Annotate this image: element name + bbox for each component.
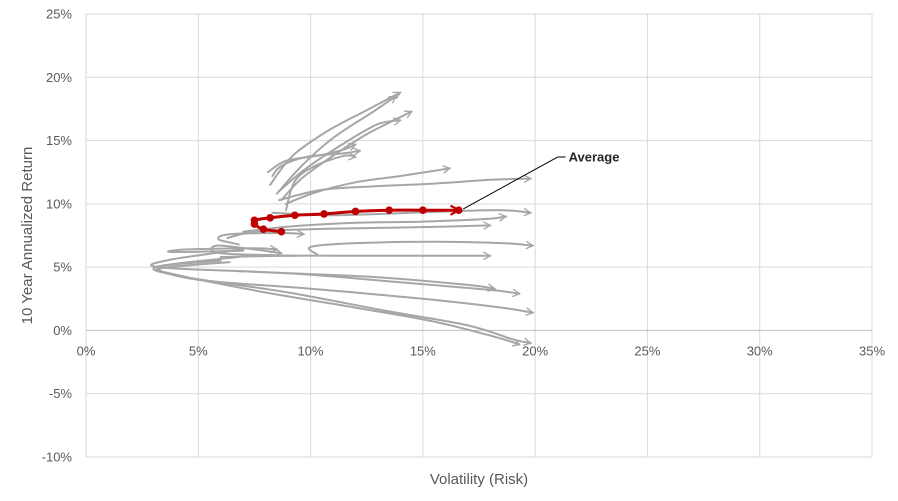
- grid: [85, 13, 873, 458]
- average-point: [250, 216, 259, 225]
- y-tick-label: 20%: [46, 70, 72, 85]
- y-tick-label: 5%: [53, 260, 72, 275]
- y-tick-label: -5%: [49, 386, 73, 401]
- series-line-21: [152, 256, 533, 347]
- average-point: [419, 206, 427, 214]
- tick-labels: 0% 5% 10% 15% 20% 25% 30% 35% -10% -5% 0% 5% 10% 15% 2…: [42, 7, 886, 465]
- x-tick-label: 0%: [77, 343, 96, 358]
- average-point: [259, 225, 268, 233]
- series-group: [150, 91, 535, 347]
- y-tick-label: 15%: [46, 133, 72, 148]
- average-point: [266, 213, 274, 222]
- series-line-1: [278, 117, 402, 193]
- series-line-17: [219, 251, 492, 261]
- series-line-12: [226, 221, 492, 239]
- average-point: [291, 211, 299, 220]
- average-point: [454, 206, 463, 214]
- y-axis-title: 10 Year Annualized Return: [19, 147, 36, 325]
- x-tick-label: 25%: [634, 343, 660, 358]
- x-tick-label: 35%: [859, 343, 885, 358]
- series-line-15: [210, 244, 299, 257]
- y-tick-label: 25%: [46, 7, 72, 22]
- x-tick-label: 10%: [298, 343, 324, 358]
- series-line-14: [307, 240, 535, 256]
- average-series: [250, 206, 463, 236]
- x-tick-label: 30%: [747, 343, 773, 358]
- x-tick-label: 15%: [410, 343, 436, 358]
- y-tick-label: -10%: [42, 450, 73, 465]
- annotation-label: Average: [569, 150, 620, 165]
- series-line-6: [284, 152, 357, 212]
- series-line-7: [266, 142, 357, 174]
- series-line-11: [242, 212, 508, 233]
- series-line-22: [155, 261, 521, 347]
- series-line-4: [280, 110, 413, 202]
- average-annotation: Average: [463, 150, 620, 210]
- series-line-13: [217, 229, 306, 246]
- series-line-2: [275, 95, 398, 195]
- x-tick-label: 20%: [522, 343, 548, 358]
- average-point: [385, 206, 393, 214]
- plot-area-border: [85, 13, 873, 458]
- y-tick-label: 10%: [46, 196, 72, 211]
- annotation-leader-line: [463, 156, 558, 210]
- average-point: [320, 210, 328, 218]
- series-line-19: [233, 269, 521, 298]
- x-axis-title: Volatility (Risk): [430, 471, 528, 488]
- average-point: [277, 227, 286, 236]
- series-line-8: [284, 165, 452, 205]
- average-point: [351, 207, 360, 216]
- series-line-9: [278, 174, 533, 202]
- series-line-16: [166, 244, 279, 254]
- x-tick-label: 5%: [189, 343, 208, 358]
- y-tick-label: 0%: [53, 323, 72, 338]
